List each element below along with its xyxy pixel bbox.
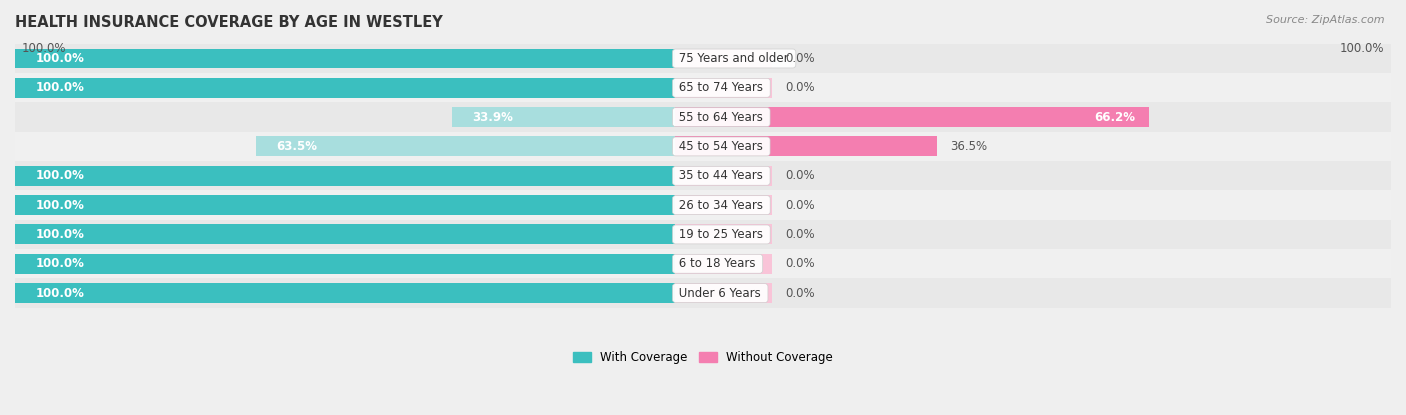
Text: 0.0%: 0.0% bbox=[786, 228, 815, 241]
Text: 100.0%: 100.0% bbox=[35, 257, 84, 270]
Text: 100.0%: 100.0% bbox=[35, 81, 84, 94]
Bar bbox=[675, 254, 772, 274]
Bar bbox=[15, 190, 1391, 220]
Bar bbox=[15, 103, 1391, 132]
Text: 100.0%: 100.0% bbox=[1340, 42, 1384, 55]
Legend: With Coverage, Without Coverage: With Coverage, Without Coverage bbox=[572, 351, 834, 364]
Text: 0.0%: 0.0% bbox=[786, 81, 815, 94]
Bar bbox=[675, 195, 772, 215]
Text: 100.0%: 100.0% bbox=[35, 52, 84, 65]
Text: 100.0%: 100.0% bbox=[35, 228, 84, 241]
Text: 6 to 18 Years: 6 to 18 Years bbox=[675, 257, 759, 270]
Text: 0.0%: 0.0% bbox=[786, 169, 815, 182]
Bar bbox=[15, 44, 1391, 73]
Text: 45 to 54 Years: 45 to 54 Years bbox=[675, 140, 768, 153]
Text: 19 to 25 Years: 19 to 25 Years bbox=[675, 228, 768, 241]
Bar bbox=[15, 132, 1391, 161]
Bar bbox=[15, 78, 675, 98]
Bar bbox=[256, 137, 675, 156]
Bar bbox=[451, 107, 675, 127]
Bar bbox=[15, 225, 675, 244]
Bar bbox=[15, 220, 1391, 249]
Text: 75 Years and older: 75 Years and older bbox=[675, 52, 793, 65]
Text: 26 to 34 Years: 26 to 34 Years bbox=[675, 199, 768, 212]
Text: 0.0%: 0.0% bbox=[786, 287, 815, 300]
Text: 63.5%: 63.5% bbox=[277, 140, 318, 153]
Bar bbox=[675, 225, 772, 244]
Text: 33.9%: 33.9% bbox=[472, 111, 513, 124]
Bar bbox=[675, 283, 772, 303]
Bar bbox=[15, 73, 1391, 103]
Bar bbox=[15, 195, 675, 215]
Text: 66.2%: 66.2% bbox=[1094, 111, 1136, 124]
Bar bbox=[15, 254, 675, 274]
Text: 35 to 44 Years: 35 to 44 Years bbox=[675, 169, 768, 182]
Text: 65 to 74 Years: 65 to 74 Years bbox=[675, 81, 768, 94]
Text: 36.5%: 36.5% bbox=[950, 140, 987, 153]
Bar bbox=[15, 283, 675, 303]
Text: Under 6 Years: Under 6 Years bbox=[675, 287, 765, 300]
Bar bbox=[15, 249, 1391, 278]
Text: 55 to 64 Years: 55 to 64 Years bbox=[675, 111, 768, 124]
Text: 0.0%: 0.0% bbox=[786, 52, 815, 65]
Bar bbox=[675, 107, 1149, 127]
Text: 100.0%: 100.0% bbox=[35, 169, 84, 182]
Bar bbox=[15, 278, 1391, 308]
Bar bbox=[675, 78, 772, 98]
Bar bbox=[675, 49, 772, 68]
Bar bbox=[15, 166, 675, 186]
Text: 100.0%: 100.0% bbox=[35, 199, 84, 212]
Bar bbox=[675, 166, 772, 186]
Bar bbox=[15, 161, 1391, 190]
Text: 0.0%: 0.0% bbox=[786, 257, 815, 270]
Text: HEALTH INSURANCE COVERAGE BY AGE IN WESTLEY: HEALTH INSURANCE COVERAGE BY AGE IN WEST… bbox=[15, 15, 443, 30]
Bar bbox=[675, 137, 936, 156]
Text: 100.0%: 100.0% bbox=[22, 42, 66, 55]
Text: 100.0%: 100.0% bbox=[35, 287, 84, 300]
Text: Source: ZipAtlas.com: Source: ZipAtlas.com bbox=[1267, 15, 1385, 24]
Bar bbox=[15, 49, 675, 68]
Text: 0.0%: 0.0% bbox=[786, 199, 815, 212]
